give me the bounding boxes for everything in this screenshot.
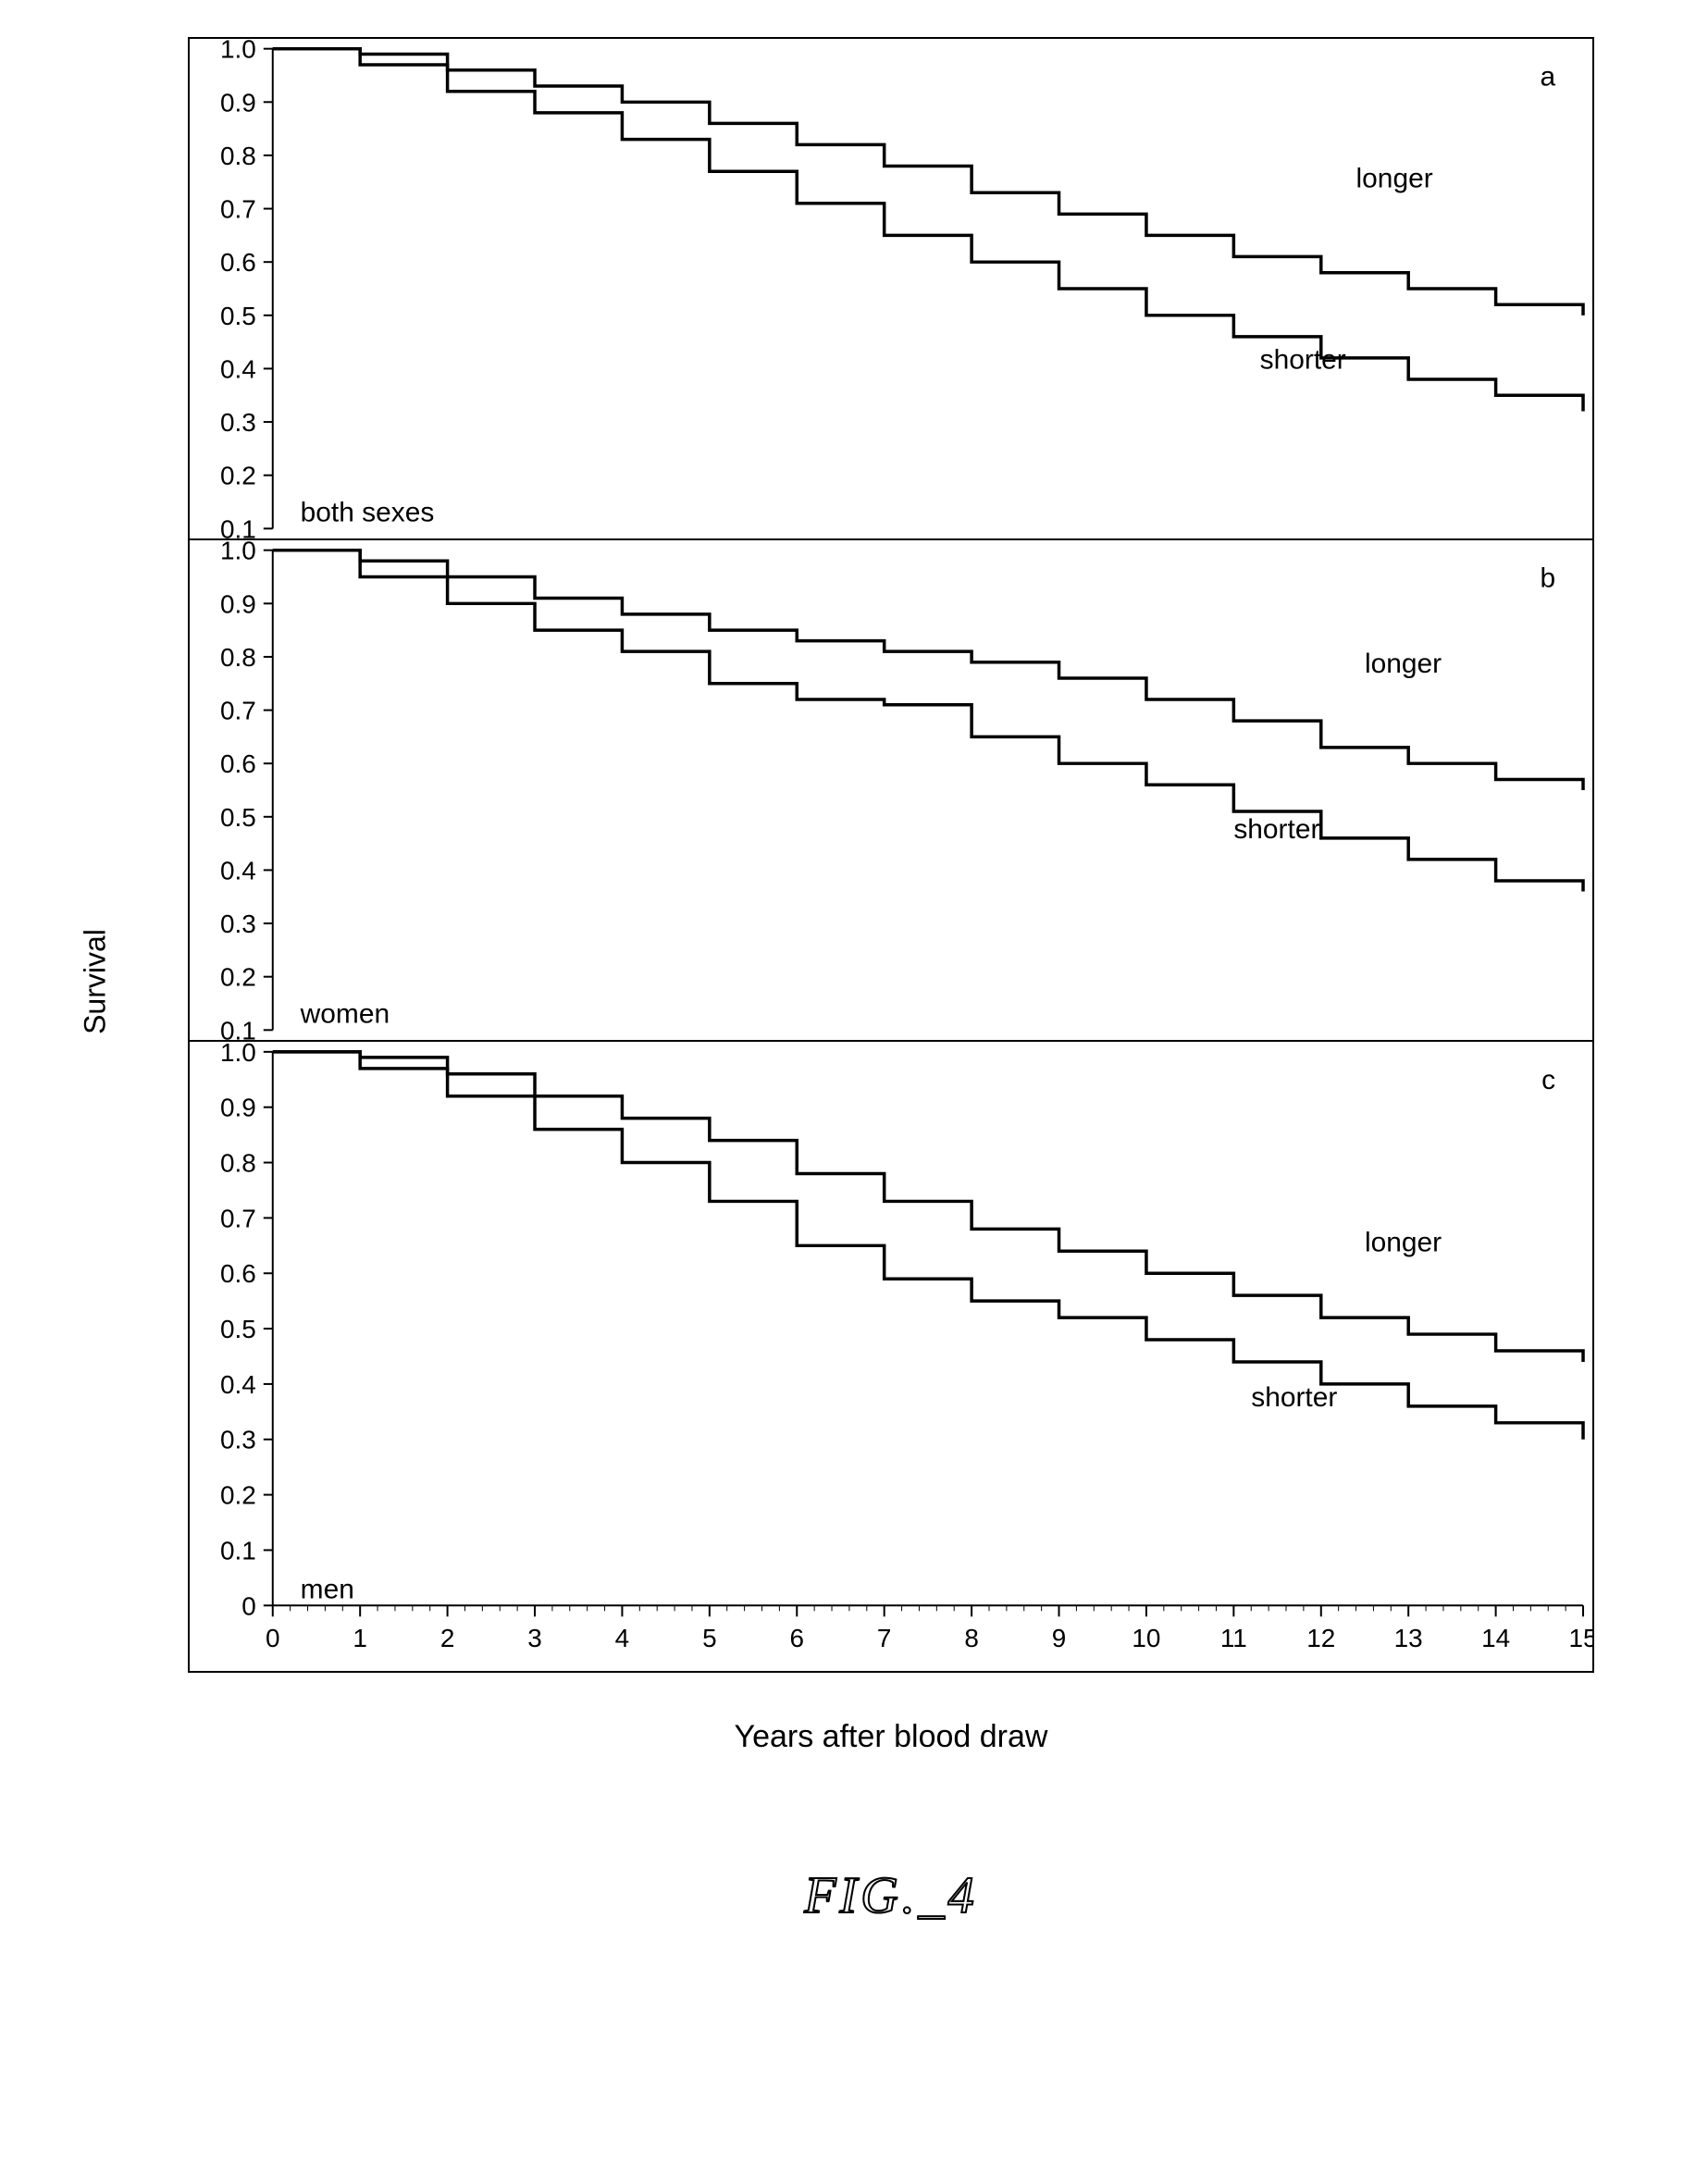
y-tick-label: 0.3 [220,909,256,938]
y-tick-label: 0.6 [220,749,256,778]
y-tick-label: 0.7 [220,195,256,224]
y-tick-label: 0.8 [220,643,256,672]
series-label-longer: longer [1365,1227,1442,1257]
y-tick-label: 0 [241,1591,256,1620]
x-tick-label: 1 [353,1624,367,1652]
series-line-shorter [273,550,1583,892]
x-tick-label: 5 [702,1624,717,1652]
y-tick-label: 0.1 [220,1536,256,1565]
y-tick-label: 0.4 [220,354,256,383]
figure-caption-number: 4 [948,1867,978,1924]
x-tick-label: 15 [1569,1624,1592,1652]
panel-stack: 0.1 0.2 0.3 0.4 0.5 0.6 0.7 0.8 0.9 1.0 longer shor… [188,37,1594,1673]
series-label-shorter: shorter [1233,814,1319,845]
series-line-shorter [273,49,1583,412]
x-tick-label: 9 [1052,1624,1067,1652]
y-tick-label: 0.2 [220,462,256,490]
y-tick-label: 0.5 [220,1315,256,1343]
x-tick-label: 4 [615,1624,630,1652]
chart-svg-a: 0.1 0.2 0.3 0.4 0.5 0.6 0.7 0.8 0.9 1.0 longer shor… [190,39,1592,538]
y-tick-label: 0.1 [220,514,256,538]
y-tick-label: 0.4 [220,1370,256,1399]
y-tick-label: 0.5 [220,302,256,330]
panel-letter: c [1541,1065,1555,1095]
y-axis-label: Survival [79,929,113,1034]
y-tick-label: 0.7 [220,1204,256,1232]
chart-panel-c: 00.10.20.30.40.50.60.70.80.91.0012345678… [190,1040,1592,1671]
x-tick-label: 10 [1132,1624,1160,1652]
x-tick-label: 6 [790,1624,805,1652]
group-label: men [301,1574,354,1604]
group-label: both sexes [301,497,435,527]
x-tick-label: 12 [1306,1624,1335,1652]
x-tick-label: 3 [527,1624,542,1652]
y-tick-label: 0.3 [220,1426,256,1454]
y-tick-label: 0.9 [220,88,256,117]
y-tick-label: 0.1 [220,1016,256,1040]
x-tick-label: 8 [964,1624,979,1652]
x-tick-label: 7 [877,1624,892,1652]
y-tick-label: 0.8 [220,142,256,170]
y-tick-label: 0.6 [220,1259,256,1288]
panel-letter: a [1540,62,1555,93]
y-tick-label: 0.9 [220,1094,256,1122]
y-tick-label: 0.2 [220,963,256,992]
x-tick-label: 13 [1394,1624,1423,1652]
series-label-longer: longer [1356,164,1433,194]
y-tick-label: 0.8 [220,1149,256,1178]
y-tick-label: 1.0 [220,1042,256,1067]
chart-panel-b: 0.1 0.2 0.3 0.4 0.5 0.6 0.7 0.8 0.9 1.0 longer shor… [190,538,1592,1040]
series-label-shorter: shorter [1260,344,1346,375]
x-tick-label: 11 [1220,1624,1247,1652]
y-tick-label: 0.9 [220,589,256,618]
group-label: women [300,998,390,1029]
x-tick-label: 2 [440,1624,455,1652]
y-tick-label: 1.0 [220,39,256,64]
panel-letter: b [1540,563,1555,594]
series-label-longer: longer [1365,649,1442,679]
chart-svg-b: 0.1 0.2 0.3 0.4 0.5 0.6 0.7 0.8 0.9 1.0 longer shor… [190,540,1592,1040]
y-tick-label: 1.0 [220,540,256,565]
y-tick-label: 0.7 [220,697,256,725]
series-label-shorter: shorter [1251,1382,1337,1413]
x-tick-label: 0 [266,1624,280,1652]
y-tick-label: 0.2 [220,1481,256,1510]
y-tick-label: 0.3 [220,408,256,437]
x-axis-label: Years after blood draw [188,1719,1594,1755]
y-tick-label: 0.4 [220,856,256,884]
chart-panel-a: 0.1 0.2 0.3 0.4 0.5 0.6 0.7 0.8 0.9 1.0 longer shor… [190,39,1592,538]
x-tick-label: 14 [1481,1624,1510,1652]
figure-caption-prefix: FIG._ [804,1867,947,1924]
y-tick-label: 0.5 [220,803,256,832]
figure-caption: FIG._4 [188,1866,1594,1925]
figure-container: Survival 0.10.20.30.40.50.60.70.80.91.0l… [114,37,1594,1925]
series-line-longer [273,1052,1583,1362]
chart-svg-c: 00.10.20.30.40.50.60.70.80.91.0012345678… [190,1042,1592,1671]
y-tick-label: 0.6 [220,248,256,277]
